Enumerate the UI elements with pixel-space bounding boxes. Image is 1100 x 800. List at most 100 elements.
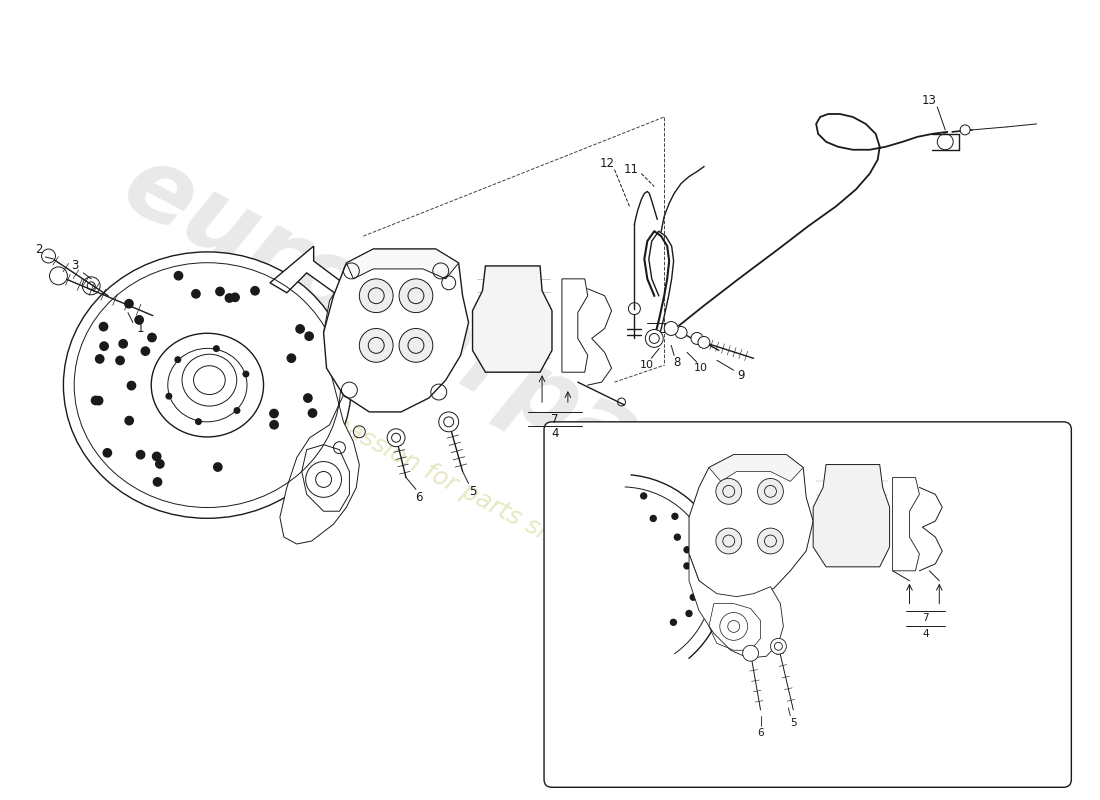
Circle shape — [95, 397, 102, 405]
Circle shape — [716, 478, 741, 504]
Circle shape — [675, 326, 688, 338]
Circle shape — [360, 329, 393, 362]
Text: 11: 11 — [624, 163, 639, 176]
Circle shape — [672, 514, 678, 519]
Circle shape — [135, 316, 143, 324]
Circle shape — [439, 412, 459, 432]
FancyBboxPatch shape — [544, 422, 1071, 787]
Text: eurocarparts: eurocarparts — [106, 136, 795, 564]
Circle shape — [646, 330, 663, 347]
Circle shape — [270, 421, 278, 429]
Circle shape — [684, 546, 690, 553]
Ellipse shape — [182, 354, 236, 406]
Circle shape — [213, 346, 219, 351]
Polygon shape — [473, 266, 552, 372]
Text: 9: 9 — [737, 369, 745, 382]
Text: 6: 6 — [757, 728, 763, 738]
Circle shape — [191, 290, 200, 298]
Circle shape — [270, 410, 278, 418]
Circle shape — [234, 408, 240, 414]
Circle shape — [153, 452, 161, 461]
Circle shape — [153, 478, 162, 486]
Circle shape — [147, 334, 156, 342]
Circle shape — [42, 249, 55, 263]
Text: 4: 4 — [551, 427, 559, 440]
Circle shape — [705, 578, 712, 584]
Circle shape — [251, 286, 260, 295]
Circle shape — [399, 329, 432, 362]
Circle shape — [308, 409, 317, 418]
Circle shape — [175, 357, 180, 362]
Circle shape — [640, 493, 647, 499]
Polygon shape — [892, 478, 920, 571]
Circle shape — [691, 594, 696, 600]
Text: 6: 6 — [415, 491, 422, 504]
Polygon shape — [689, 454, 813, 598]
Circle shape — [116, 356, 124, 365]
Text: 2: 2 — [35, 242, 42, 255]
Circle shape — [156, 460, 164, 468]
Circle shape — [166, 394, 172, 399]
Circle shape — [196, 419, 201, 424]
Circle shape — [399, 279, 432, 313]
Text: 4: 4 — [922, 630, 928, 639]
Polygon shape — [323, 249, 469, 412]
Circle shape — [213, 463, 222, 471]
Circle shape — [304, 394, 312, 402]
Text: 7: 7 — [551, 414, 559, 426]
Circle shape — [174, 271, 183, 280]
Circle shape — [770, 638, 786, 654]
Circle shape — [226, 294, 233, 302]
Circle shape — [287, 354, 296, 362]
Circle shape — [698, 337, 710, 348]
Circle shape — [664, 322, 678, 335]
Text: 12: 12 — [601, 157, 615, 170]
Text: 1: 1 — [138, 322, 144, 335]
Circle shape — [650, 515, 657, 522]
Circle shape — [216, 287, 224, 296]
Text: 10: 10 — [640, 360, 654, 370]
Text: 5: 5 — [790, 718, 796, 728]
Polygon shape — [279, 279, 360, 544]
Circle shape — [100, 342, 108, 350]
Circle shape — [231, 293, 239, 302]
Circle shape — [758, 528, 783, 554]
Polygon shape — [270, 246, 373, 315]
Circle shape — [360, 279, 393, 313]
Text: 7: 7 — [922, 614, 928, 623]
Circle shape — [742, 646, 759, 661]
Polygon shape — [813, 465, 890, 567]
Circle shape — [691, 333, 703, 344]
Circle shape — [91, 396, 100, 405]
Text: 13: 13 — [922, 94, 937, 106]
Circle shape — [387, 429, 405, 446]
Circle shape — [686, 610, 692, 617]
Circle shape — [96, 354, 103, 363]
Circle shape — [125, 417, 133, 425]
Polygon shape — [689, 554, 783, 658]
Circle shape — [136, 450, 145, 459]
Text: 8: 8 — [673, 356, 681, 369]
Circle shape — [141, 347, 150, 355]
Circle shape — [305, 332, 314, 340]
Circle shape — [128, 382, 135, 390]
Circle shape — [243, 371, 249, 377]
Circle shape — [716, 528, 741, 554]
Polygon shape — [562, 279, 587, 372]
Circle shape — [758, 478, 783, 504]
Text: 10: 10 — [694, 363, 708, 374]
Circle shape — [50, 267, 67, 285]
Polygon shape — [346, 249, 459, 279]
Circle shape — [296, 325, 305, 333]
Circle shape — [99, 322, 108, 331]
Text: a passion for parts since 1985: a passion for parts since 1985 — [308, 400, 653, 598]
Circle shape — [124, 299, 133, 308]
Circle shape — [103, 449, 111, 457]
Polygon shape — [708, 454, 803, 482]
Circle shape — [674, 534, 680, 540]
Circle shape — [119, 340, 128, 348]
Ellipse shape — [64, 252, 351, 518]
Circle shape — [670, 619, 676, 626]
Text: 3: 3 — [72, 259, 79, 273]
Text: 5: 5 — [469, 485, 476, 498]
